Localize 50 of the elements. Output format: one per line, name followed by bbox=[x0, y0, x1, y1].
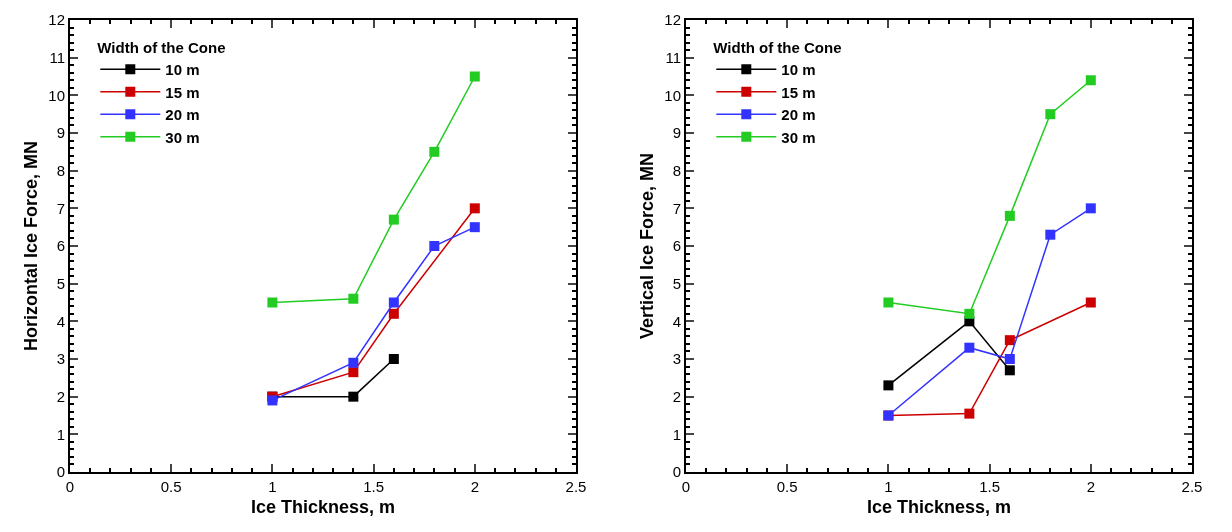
x-axis-title: Ice Thickness, m bbox=[866, 496, 1012, 517]
y-tick-label: 5 bbox=[672, 274, 681, 292]
x-tick-label: 1.5 bbox=[363, 478, 385, 495]
x-tick-label: 1.5 bbox=[979, 478, 1001, 495]
y-tick-label: 11 bbox=[49, 48, 65, 66]
y-tick-label: 2 bbox=[672, 387, 681, 405]
y-tick-label: 8 bbox=[56, 161, 65, 179]
y-tick-label: 10 bbox=[664, 86, 681, 104]
y-tick-label: 1 bbox=[672, 425, 681, 443]
y-tick-label: 7 bbox=[56, 199, 65, 217]
y-tick-label: 10 bbox=[48, 86, 65, 104]
y-tick-label: 9 bbox=[56, 124, 65, 142]
y-tick-label: 3 bbox=[56, 350, 65, 368]
x-tick-label: 2.5 bbox=[1181, 478, 1203, 495]
legend-label: 10 m bbox=[781, 61, 816, 79]
y-tick-label: 11 bbox=[665, 48, 681, 66]
y-tick-label: 4 bbox=[672, 312, 681, 330]
x-tick-label: 1 bbox=[884, 478, 893, 495]
y-tick-label: 7 bbox=[672, 199, 681, 217]
y-axis-title: Vertical Ice Force, MN bbox=[637, 152, 658, 340]
legend-label: 30 m bbox=[165, 128, 200, 146]
legend-title: Width of the Cone bbox=[713, 39, 842, 57]
y-tick-label: 0 bbox=[56, 463, 65, 481]
x-tick-label: 0.5 bbox=[776, 478, 798, 495]
legend-title: Width of the Cone bbox=[97, 39, 226, 57]
y-tick-label: 9 bbox=[672, 124, 681, 142]
y-tick-label: 8 bbox=[672, 161, 681, 179]
y-tick-label: 12 bbox=[664, 11, 681, 29]
y-tick-label: 4 bbox=[56, 312, 65, 330]
y-tick-label: 12 bbox=[48, 11, 65, 29]
y-tick-label: 2 bbox=[56, 387, 65, 405]
y-tick-label: 5 bbox=[56, 274, 65, 292]
y-tick-label: 1 bbox=[56, 425, 65, 443]
x-tick-label: 0.5 bbox=[160, 478, 182, 495]
y-tick-label: 3 bbox=[672, 350, 681, 368]
legend-label: 15 m bbox=[781, 83, 816, 101]
y-tick-label: 0 bbox=[672, 463, 681, 481]
y-tick-label: 6 bbox=[672, 237, 681, 255]
y-tick-label: 6 bbox=[56, 237, 65, 255]
legend-label: 20 m bbox=[781, 106, 816, 124]
legend-label: 30 m bbox=[781, 128, 816, 146]
y-axis-title: Horizontal Ice Force, MN bbox=[21, 140, 42, 352]
x-tick-label: 2 bbox=[470, 478, 479, 495]
x-tick-label: 2 bbox=[1086, 478, 1095, 495]
legend-label: 20 m bbox=[165, 106, 200, 124]
x-axis-title: Ice Thickness, m bbox=[250, 496, 396, 517]
x-tick-label: 2.5 bbox=[565, 478, 587, 495]
x-tick-label: 1 bbox=[268, 478, 277, 495]
legend-label: 10 m bbox=[165, 61, 200, 79]
legend-label: 15 m bbox=[165, 83, 200, 101]
